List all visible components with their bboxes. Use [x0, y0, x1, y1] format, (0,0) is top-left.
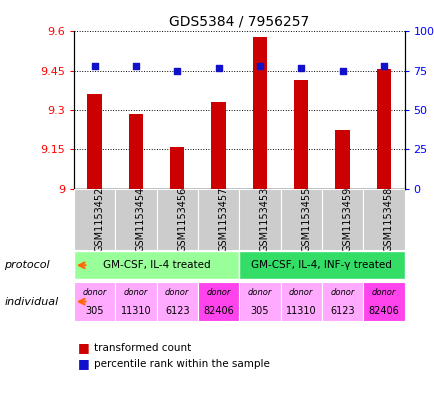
- Bar: [362, 189, 404, 250]
- Bar: [156, 189, 197, 250]
- Bar: [252, 37, 266, 189]
- Bar: [239, 282, 280, 321]
- Point: [91, 63, 98, 69]
- Text: ■: ■: [78, 357, 90, 370]
- Text: 11310: 11310: [285, 306, 316, 316]
- Text: GM-CSF, IL-4 treated: GM-CSF, IL-4 treated: [102, 260, 210, 270]
- Title: GDS5384 / 7956257: GDS5384 / 7956257: [169, 15, 309, 29]
- Text: 305: 305: [250, 306, 269, 316]
- Bar: [293, 80, 308, 189]
- Bar: [280, 282, 321, 321]
- Bar: [211, 102, 225, 189]
- Text: GSM1153455: GSM1153455: [300, 186, 310, 252]
- Bar: [74, 282, 115, 321]
- Text: ■: ■: [78, 341, 90, 354]
- Text: 11310: 11310: [120, 306, 151, 316]
- Point: [132, 63, 139, 69]
- Bar: [170, 147, 184, 189]
- Text: GSM1153457: GSM1153457: [218, 186, 228, 252]
- Text: GSM1153454: GSM1153454: [135, 186, 145, 252]
- Bar: [197, 282, 239, 321]
- Bar: [74, 189, 115, 250]
- Point: [339, 68, 345, 74]
- Bar: [115, 189, 156, 250]
- Text: donor: donor: [288, 288, 313, 297]
- Text: donor: donor: [371, 288, 395, 297]
- Text: protocol: protocol: [4, 260, 50, 270]
- Text: 305: 305: [85, 306, 104, 316]
- Text: 82406: 82406: [203, 306, 233, 316]
- Text: GSM1153458: GSM1153458: [383, 186, 393, 252]
- Point: [256, 63, 263, 69]
- Bar: [362, 282, 404, 321]
- Text: donor: donor: [206, 288, 230, 297]
- Bar: [321, 282, 362, 321]
- Point: [297, 64, 304, 71]
- Text: 82406: 82406: [368, 306, 398, 316]
- Text: donor: donor: [329, 288, 354, 297]
- Bar: [376, 70, 390, 189]
- Bar: [74, 251, 239, 279]
- Text: percentile rank within the sample: percentile rank within the sample: [93, 358, 269, 369]
- Bar: [239, 251, 404, 279]
- Bar: [280, 189, 321, 250]
- Bar: [115, 282, 156, 321]
- Text: GSM1153456: GSM1153456: [177, 186, 187, 252]
- Text: GSM1153452: GSM1153452: [95, 186, 104, 252]
- Text: 6123: 6123: [329, 306, 354, 316]
- Text: donor: donor: [123, 288, 148, 297]
- Bar: [321, 189, 362, 250]
- Bar: [335, 130, 349, 189]
- Bar: [87, 94, 102, 189]
- Text: donor: donor: [164, 288, 189, 297]
- Text: individual: individual: [4, 297, 59, 307]
- Text: donor: donor: [247, 288, 272, 297]
- Text: GSM1153459: GSM1153459: [342, 186, 352, 252]
- Bar: [128, 114, 143, 189]
- Bar: [156, 282, 197, 321]
- Text: GSM1153453: GSM1153453: [260, 186, 269, 252]
- Bar: [239, 189, 280, 250]
- Text: GM-CSF, IL-4, INF-γ treated: GM-CSF, IL-4, INF-γ treated: [251, 260, 391, 270]
- Text: 6123: 6123: [164, 306, 189, 316]
- Point: [215, 64, 222, 71]
- Text: transformed count: transformed count: [93, 343, 191, 353]
- Point: [379, 63, 386, 69]
- Point: [174, 68, 181, 74]
- Bar: [197, 189, 239, 250]
- Text: donor: donor: [82, 288, 107, 297]
